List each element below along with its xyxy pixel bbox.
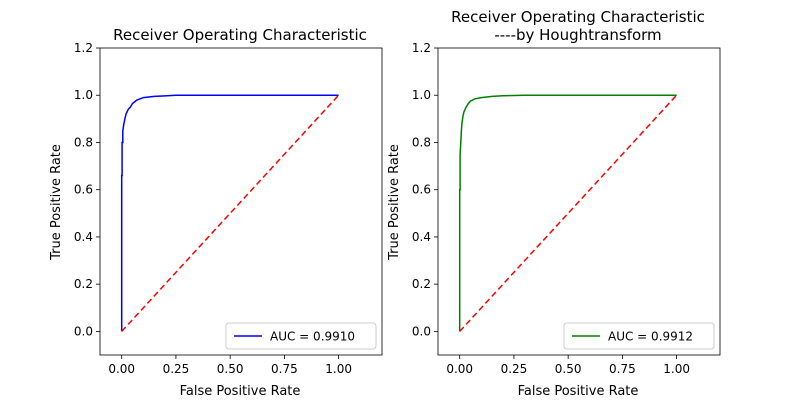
y-tick-label: 0.6 bbox=[74, 183, 93, 197]
x-tick-label: 0.25 bbox=[163, 362, 190, 376]
y-tick-label: 0.2 bbox=[74, 277, 93, 291]
legend-label: AUC = 0.9910 bbox=[270, 330, 355, 344]
x-tick-label: 1.00 bbox=[663, 362, 690, 376]
x-tick-label: 0.50 bbox=[217, 362, 244, 376]
legend: AUC = 0.9910 bbox=[225, 322, 377, 350]
y-tick-label: 0.2 bbox=[412, 277, 431, 291]
legend-box bbox=[563, 322, 715, 350]
plot-frame bbox=[437, 47, 721, 356]
x-tick-label: 0.00 bbox=[108, 362, 135, 376]
y-tick-label: 1.2 bbox=[74, 41, 93, 55]
y-tick-label: 0.8 bbox=[412, 135, 431, 149]
x-tick-label: 0.25 bbox=[501, 362, 528, 376]
legend-label: AUC = 0.9912 bbox=[608, 330, 693, 344]
x-tick-label: 0.75 bbox=[609, 362, 636, 376]
y-axis-label: True Positive Rate bbox=[49, 144, 64, 261]
x-tick-label: 0.75 bbox=[271, 362, 298, 376]
chance-diagonal-line bbox=[121, 94, 340, 332]
y-tick-label: 0.6 bbox=[412, 183, 431, 197]
roc-curve-line bbox=[120, 94, 339, 332]
x-tick-label: 1.00 bbox=[325, 362, 352, 376]
chart-title: Receiver Operating Characteristic bbox=[113, 26, 367, 44]
right-roc-chart: Receiver Operating Characteristic ----by… bbox=[387, 8, 721, 399]
y-tick-label: 0.8 bbox=[74, 135, 93, 149]
y-tick-label: 0.4 bbox=[412, 230, 431, 244]
legend: AUC = 0.9912 bbox=[563, 322, 715, 350]
y-tick-label: 0.4 bbox=[74, 230, 93, 244]
y-axis-label: True Positive Rate bbox=[387, 144, 402, 261]
y-tick-label: 1.2 bbox=[412, 41, 431, 55]
roc-curve-line bbox=[458, 94, 677, 332]
x-tick-label: 0.00 bbox=[446, 362, 473, 376]
x-axis-label: False Positive Rate bbox=[180, 384, 301, 399]
left-roc-chart: Receiver Operating Characteristic False … bbox=[49, 26, 383, 399]
chart-subtitle: ----by Houghtransform bbox=[494, 26, 661, 44]
x-tick-label: 0.50 bbox=[555, 362, 582, 376]
y-tick-label: 0.0 bbox=[74, 324, 93, 338]
y-tick-label: 1.0 bbox=[74, 88, 93, 102]
x-axis-label: False Positive Rate bbox=[518, 384, 639, 399]
chance-diagonal-line bbox=[459, 94, 678, 332]
y-tick-label: 1.0 bbox=[412, 88, 431, 102]
plot-frame bbox=[99, 47, 383, 356]
legend-box bbox=[225, 322, 377, 350]
chart-title: Receiver Operating Characteristic bbox=[451, 8, 705, 26]
y-tick-label: 0.0 bbox=[412, 324, 431, 338]
